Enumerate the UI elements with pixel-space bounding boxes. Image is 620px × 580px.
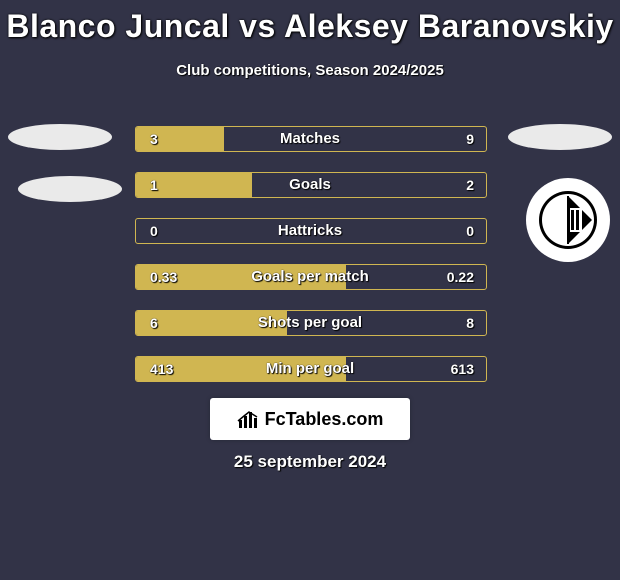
stat-value-left: 1: [150, 172, 158, 198]
bars-icon: [237, 408, 259, 430]
stat-label: Min per goal: [137, 356, 483, 382]
stat-value-right: 9: [466, 126, 474, 152]
stat-value-right: 8: [466, 310, 474, 336]
subtitle: Club competitions, Season 2024/2025: [0, 62, 620, 79]
stat-value-left: 0.33: [150, 264, 177, 290]
source-logo-text: FcTables.com: [265, 409, 384, 430]
stat-value-right: 2: [466, 172, 474, 198]
stat-value-right: 0: [466, 218, 474, 244]
stat-label: Hattricks: [137, 218, 483, 244]
stat-row: Min per goal413 613: [0, 345, 620, 391]
stat-row: Shots per goal6 8: [0, 299, 620, 345]
stat-row: Hattricks0 0: [0, 207, 620, 253]
stat-row: Goals per match0.33 0.22: [0, 253, 620, 299]
stat-row: Goals1 2: [0, 161, 620, 207]
stat-value-left: 413: [150, 356, 173, 382]
stat-value-left: 6: [150, 310, 158, 336]
stat-label: Matches: [137, 126, 483, 152]
source-logo: FcTables.com: [210, 398, 410, 440]
stat-row: Matches3 9: [0, 115, 620, 161]
stats-block: Matches3 9 Goals1 2 Hattricks0 0 Goals per mat…: [0, 115, 620, 391]
stat-label: Shots per goal: [137, 310, 483, 336]
page-title: Blanco Juncal vs Aleksey Baranovskiy: [0, 8, 620, 45]
stat-value-left: 0: [150, 218, 158, 244]
comparison-card: Blanco Juncal vs Aleksey Baranovskiy Clu…: [0, 0, 620, 580]
stat-label: Goals: [137, 172, 483, 198]
stat-value-right: 613: [451, 356, 474, 382]
stat-label: Goals per match: [137, 264, 483, 290]
stat-value-right: 0.22: [447, 264, 474, 290]
stat-value-left: 3: [150, 126, 158, 152]
date-label: 25 september 2024: [0, 452, 620, 472]
